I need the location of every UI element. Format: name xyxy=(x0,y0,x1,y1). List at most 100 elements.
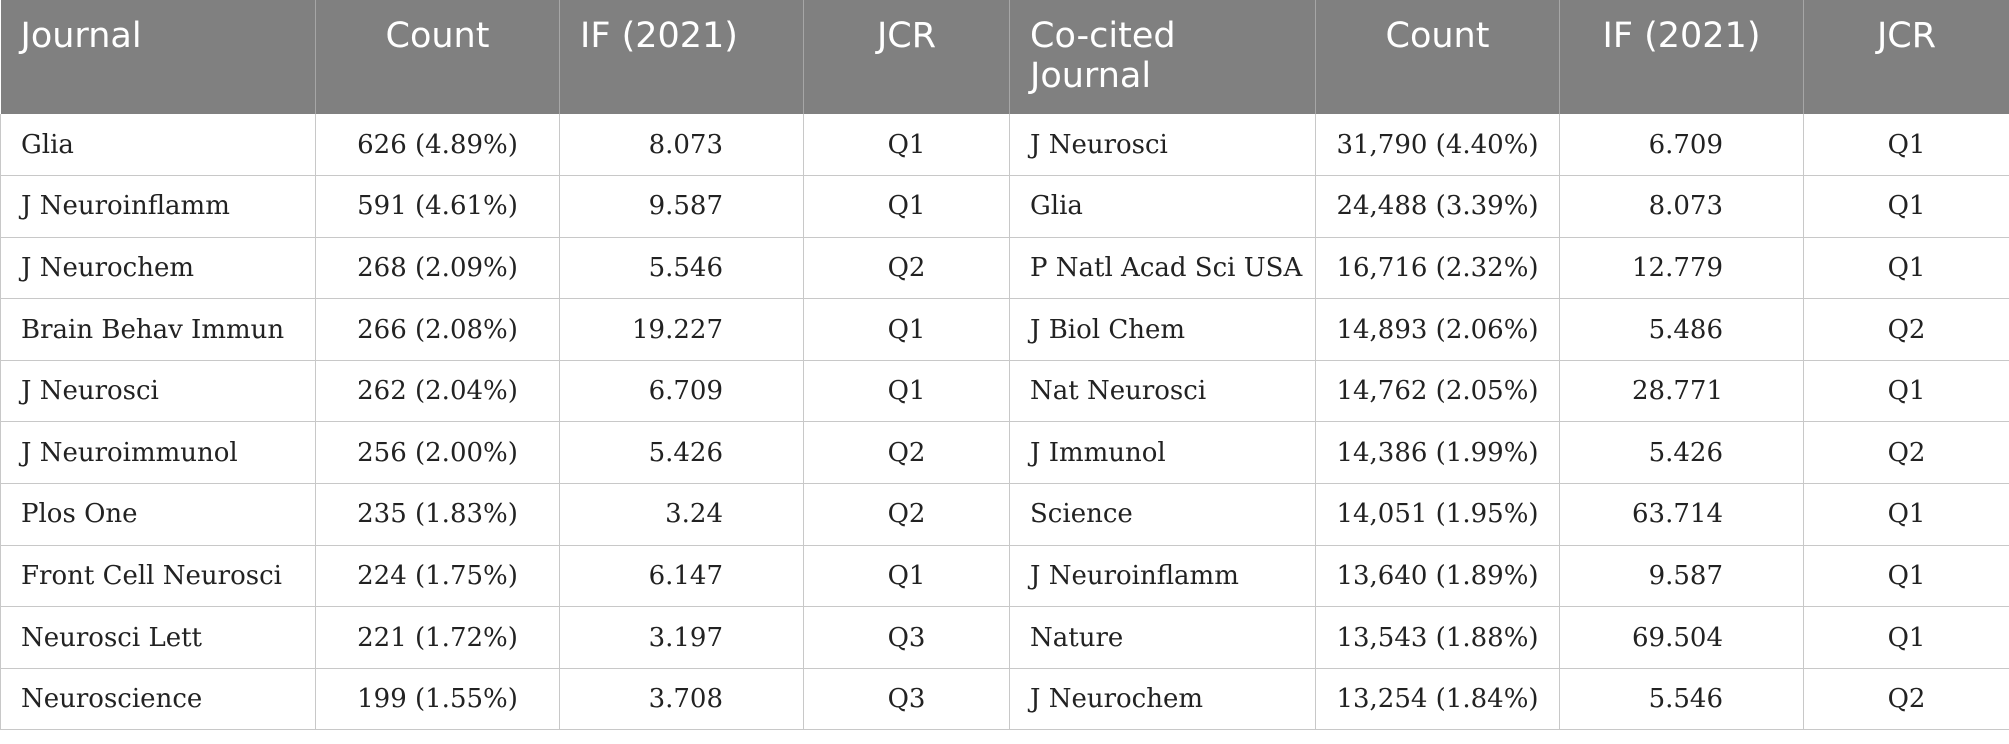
cocited-if-cell: 5.486 xyxy=(1559,298,1804,361)
count-cell: 268 (2.09%) xyxy=(315,237,560,300)
cocited-count-cell: 31,790 (4.40%) xyxy=(1315,114,1560,177)
if-cell: 3.24 xyxy=(559,483,804,546)
jcr-cell: Q3 xyxy=(803,606,1010,669)
cocited-if-cell: 69.504 xyxy=(1559,606,1804,669)
if-cell: 3.708 xyxy=(559,668,804,731)
cocited-if-cell: 63.714 xyxy=(1559,483,1804,546)
cocited-count-cell: 13,254 (1.84%) xyxy=(1315,668,1560,731)
jcr-cell: Q1 xyxy=(803,545,1010,608)
journal-cell: Front Cell Neurosci xyxy=(0,545,316,608)
count-cell: 224 (1.75%) xyxy=(315,545,560,608)
journal-cell: Glia xyxy=(0,114,316,177)
header-journal: Journal xyxy=(0,0,316,114)
jcr-cell: Q1 xyxy=(803,360,1010,423)
count-cell: 221 (1.72%) xyxy=(315,606,560,669)
journal-cell: J Neurosci xyxy=(0,360,316,423)
journal-cell: Plos One xyxy=(0,483,316,546)
count-cell: 266 (2.08%) xyxy=(315,298,560,361)
jcr-cell: Q1 xyxy=(803,298,1010,361)
cocited-journal-cell: Glia xyxy=(1009,175,1316,238)
cocited-jcr-cell: Q1 xyxy=(1803,606,2009,669)
cocited-count-cell: 16,716 (2.32%) xyxy=(1315,237,1560,300)
table-row: J Neurochem 268 (2.09%) 5.546 Q2 P Natl Acad… xyxy=(0,237,2009,300)
table-body: Glia 626 (4.89%) 8.073 Q1 J Neurosci 31,790 (… xyxy=(0,114,2009,731)
journal-cell: J Neuroinflamm xyxy=(0,175,316,238)
jcr-cell: Q1 xyxy=(803,114,1010,177)
if-cell: 9.587 xyxy=(559,175,804,238)
cocited-count-cell: 14,762 (2.05%) xyxy=(1315,360,1560,423)
cocited-journal-cell: J Neurochem xyxy=(1009,668,1316,731)
cocited-count-cell: 13,640 (1.89%) xyxy=(1315,545,1560,608)
cocited-count-cell: 14,051 (1.95%) xyxy=(1315,483,1560,546)
if-cell: 5.426 xyxy=(559,421,804,485)
if-cell: 8.073 xyxy=(559,114,804,177)
cocited-jcr-cell: Q1 xyxy=(1803,483,2009,546)
header-count: Count xyxy=(315,0,560,114)
header-cocited-journal: Co-cited Journal xyxy=(1009,0,1316,114)
count-cell: 199 (1.55%) xyxy=(315,668,560,731)
journal-cell: Neuroscience xyxy=(0,668,316,731)
cocited-jcr-cell: Q1 xyxy=(1803,545,2009,608)
count-cell: 591 (4.61%) xyxy=(315,175,560,238)
table-row: Neuroscience 199 (1.55%) 3.708 Q3 J Neuroche… xyxy=(0,668,2009,731)
if-cell: 6.709 xyxy=(559,360,804,423)
table-row: Glia 626 (4.89%) 8.073 Q1 J Neurosci 31,790 (… xyxy=(0,114,2009,177)
journal-cell: J Neuroimmunol xyxy=(0,421,316,485)
if-cell: 5.546 xyxy=(559,237,804,300)
cocited-if-cell: 5.546 xyxy=(1559,668,1804,731)
cocited-journal-cell: P Natl Acad Sci USA xyxy=(1009,237,1316,300)
cocited-jcr-cell: Q1 xyxy=(1803,237,2009,300)
cocited-if-cell: 6.709 xyxy=(1559,114,1804,177)
header-cocited-count: Count xyxy=(1315,0,1560,114)
header-row: Journal Count IF (2021) JCR Co-cited Jou… xyxy=(0,0,2009,114)
count-cell: 262 (2.04%) xyxy=(315,360,560,423)
cocited-if-cell: 9.587 xyxy=(1559,545,1804,608)
cocited-journal-cell: J Neurosci xyxy=(1009,114,1316,177)
if-cell: 3.197 xyxy=(559,606,804,669)
header-if: IF (2021) xyxy=(559,0,804,114)
cocited-if-cell: 5.426 xyxy=(1559,421,1804,485)
cocited-jcr-cell: Q2 xyxy=(1803,298,2009,361)
count-cell: 626 (4.89%) xyxy=(315,114,560,177)
table-row: Front Cell Neurosci 224 (1.75%) 6.147 Q1 J N… xyxy=(0,545,2009,608)
jcr-cell: Q2 xyxy=(803,421,1010,485)
table-row: J Neuroimmunol 256 (2.00%) 5.426 Q2 J Immuno… xyxy=(0,421,2009,485)
table-row: Brain Behav Immun 266 (2.08%) 19.227 Q1 J Bi… xyxy=(0,298,2009,361)
cocited-jcr-cell: Q1 xyxy=(1803,175,2009,238)
cocited-jcr-cell: Q1 xyxy=(1803,114,2009,177)
cocited-jcr-cell: Q2 xyxy=(1803,421,2009,485)
table-row: Neurosci Lett 221 (1.72%) 3.197 Q3 Nature 13,… xyxy=(0,606,2009,669)
cocited-jcr-cell: Q1 xyxy=(1803,360,2009,423)
table-row: J Neurosci 262 (2.04%) 6.709 Q1 Nat Neurosci… xyxy=(0,360,2009,423)
cocited-count-cell: 24,488 (3.39%) xyxy=(1315,175,1560,238)
cocited-journal-cell: Nat Neurosci xyxy=(1009,360,1316,423)
if-cell: 6.147 xyxy=(559,545,804,608)
header-cocited-if: IF (2021) xyxy=(1559,0,1804,114)
cocited-journal-cell: Nature xyxy=(1009,606,1316,669)
cocited-journal-cell: Science xyxy=(1009,483,1316,546)
journal-cell: Brain Behav Immun xyxy=(0,298,316,361)
header-cocited-jcr: JCR xyxy=(1803,0,2009,114)
jcr-cell: Q1 xyxy=(803,175,1010,238)
cocited-count-cell: 13,543 (1.88%) xyxy=(1315,606,1560,669)
cocited-jcr-cell: Q2 xyxy=(1803,668,2009,731)
table-row: Plos One 235 (1.83%) 3.24 Q2 Science 14,051 (… xyxy=(0,483,2009,546)
cocited-journal-cell: J Immunol xyxy=(1009,421,1316,485)
journal-cell: Neurosci Lett xyxy=(0,606,316,669)
cocited-count-cell: 14,893 (2.06%) xyxy=(1315,298,1560,361)
cocited-if-cell: 28.771 xyxy=(1559,360,1804,423)
cocited-if-cell: 8.073 xyxy=(1559,175,1804,238)
table-header: Journal Count IF (2021) JCR Co-cited Jou… xyxy=(0,0,2009,114)
table-row: J Neuroinflamm 591 (4.61%) 9.587 Q1 Glia 24,4… xyxy=(0,175,2009,238)
journal-cell: J Neurochem xyxy=(0,237,316,300)
header-jcr: JCR xyxy=(803,0,1010,114)
cocited-journal-cell: J Neuroinflamm xyxy=(1009,545,1316,608)
jcr-cell: Q3 xyxy=(803,668,1010,731)
count-cell: 235 (1.83%) xyxy=(315,483,560,546)
jcr-cell: Q2 xyxy=(803,483,1010,546)
cocited-if-cell: 12.779 xyxy=(1559,237,1804,300)
jcr-cell: Q2 xyxy=(803,237,1010,300)
if-cell: 19.227 xyxy=(559,298,804,361)
count-cell: 256 (2.00%) xyxy=(315,421,560,485)
